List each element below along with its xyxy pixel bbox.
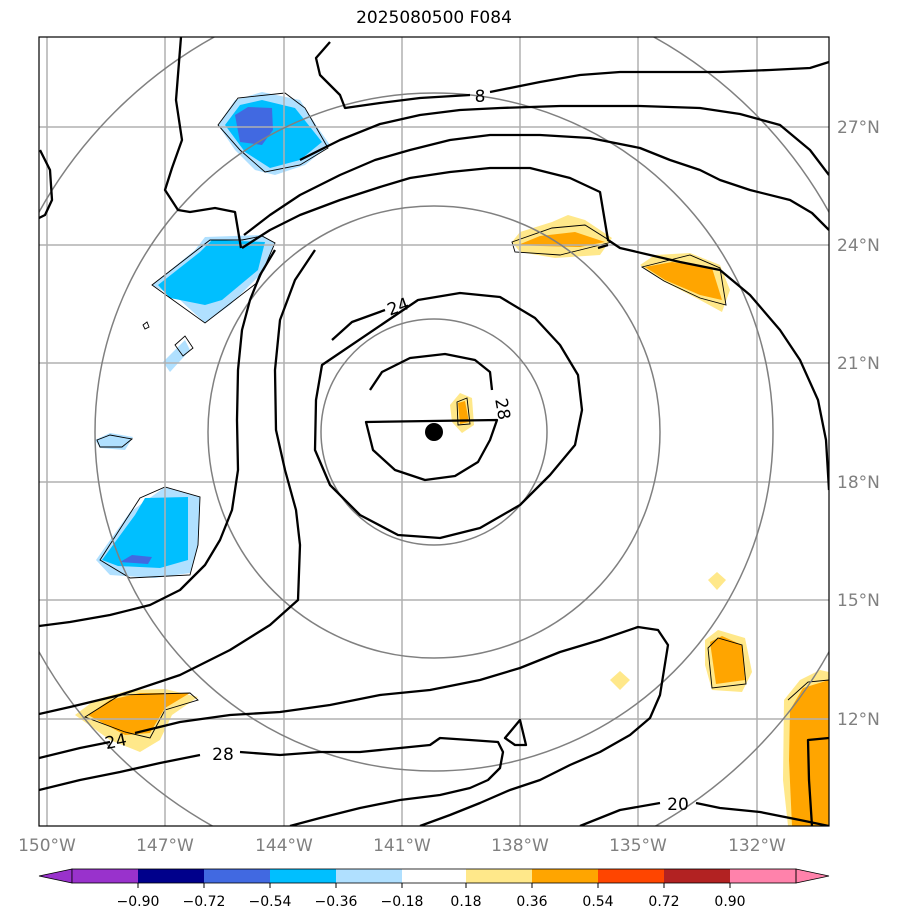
contour-label: 28 [212, 745, 234, 765]
shaded-region-outlines [83, 92, 829, 739]
gridlines [39, 37, 829, 826]
lat-label: 27°N [837, 118, 880, 138]
lat-label: 15°N [837, 591, 880, 611]
colorbar-tick-label: −0.72 [183, 894, 226, 910]
colorbar-segment [466, 869, 532, 883]
colorbar-tick-label: 0.36 [516, 894, 547, 910]
colorbar-segment [730, 869, 796, 883]
contour-label: 20 [667, 795, 689, 815]
lon-label: 147°W [136, 836, 194, 856]
colorbar-segment [598, 869, 664, 883]
colorbar-segment [664, 869, 730, 883]
colorbar-tick-label: 0.18 [450, 894, 481, 910]
map-title: 2025080500 F084 [356, 8, 512, 28]
colorbar-segment [402, 869, 466, 883]
contour-label: 24 [103, 730, 128, 754]
colorbar-tick-label: 0.72 [648, 894, 679, 910]
colorbar-extend-left [38, 868, 73, 884]
lon-label: 150°W [18, 836, 76, 856]
shaded-negative-regions [95, 92, 330, 578]
colorbar-tick-label: 0.90 [714, 894, 745, 910]
colorbar-tick-label: −0.90 [117, 894, 160, 910]
contour-label: 28 [490, 397, 513, 422]
colorbar-segment [138, 869, 204, 883]
colorbar: −0.90 −0.72 −0.54 −0.36 −0.18 0.18 0.36 … [38, 868, 830, 910]
lon-label: 132°W [728, 836, 786, 856]
colorbar-segment [336, 869, 402, 883]
colorbar-tick-label: −0.36 [315, 894, 358, 910]
colorbar-segment [270, 869, 336, 883]
contour-label: 8 [475, 87, 486, 107]
lat-label: 21°N [837, 354, 880, 374]
storm-center-marker [425, 423, 443, 441]
colorbar-extend-right [795, 868, 830, 884]
range-rings [39, 37, 829, 826]
lon-label: 138°W [491, 836, 549, 856]
colorbar-tick-label: 0.54 [582, 894, 613, 910]
longitude-labels: 150°W 147°W 144°W 141°W 138°W 135°W 132°… [18, 836, 786, 856]
lat-label: 24°N [837, 236, 880, 256]
colorbar-tick-label: −0.18 [381, 894, 424, 910]
lon-label: 141°W [373, 836, 431, 856]
plot-frame [38, 36, 830, 827]
latitude-labels: 27°N 24°N 21°N 18°N 15°N 12°N [837, 118, 880, 730]
lon-label: 135°W [609, 836, 667, 856]
colorbar-segment [72, 869, 138, 883]
lat-label: 12°N [837, 710, 880, 730]
colorbar-segment [204, 869, 270, 883]
lat-label: 18°N [837, 473, 880, 493]
colorbar-segment [532, 869, 598, 883]
contours [39, 37, 829, 826]
lon-label: 144°W [255, 836, 313, 856]
colorbar-tick-label: −0.54 [249, 894, 292, 910]
